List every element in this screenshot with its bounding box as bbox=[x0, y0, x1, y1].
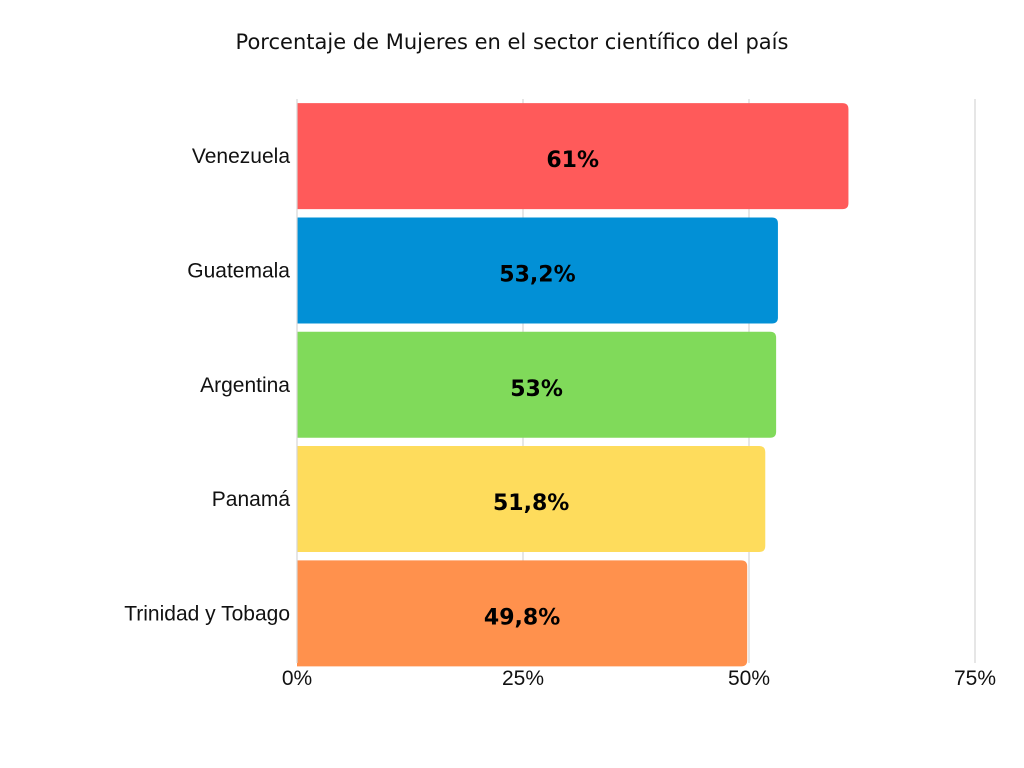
bar-venezuela bbox=[297, 103, 849, 210]
x-tick-label: 0% bbox=[282, 667, 312, 690]
category-label: Venezuela bbox=[192, 145, 290, 168]
category-label: Trinidad y Tobago bbox=[124, 602, 290, 625]
chart-title: Porcentaje de Mujeres en el sector cient… bbox=[235, 30, 789, 54]
x-tick-label: 25% bbox=[502, 667, 544, 690]
category-label: Panamá bbox=[212, 488, 291, 511]
category-label: Argentina bbox=[200, 374, 290, 397]
bar-panamá bbox=[297, 446, 766, 553]
bar-guatemala bbox=[297, 217, 778, 324]
x-tick-label: 50% bbox=[728, 667, 770, 690]
data-label: 53,2% bbox=[499, 262, 575, 287]
data-label: 61% bbox=[546, 148, 599, 173]
bar-argentina bbox=[297, 331, 777, 438]
data-label: 53% bbox=[510, 377, 563, 402]
data-label: 51,8% bbox=[493, 491, 569, 516]
bar-trinidad-y-tobago bbox=[297, 560, 748, 667]
data-label: 49,8% bbox=[484, 605, 560, 630]
x-tick-label: 75% bbox=[954, 667, 996, 690]
category-label: Guatemala bbox=[187, 259, 290, 282]
